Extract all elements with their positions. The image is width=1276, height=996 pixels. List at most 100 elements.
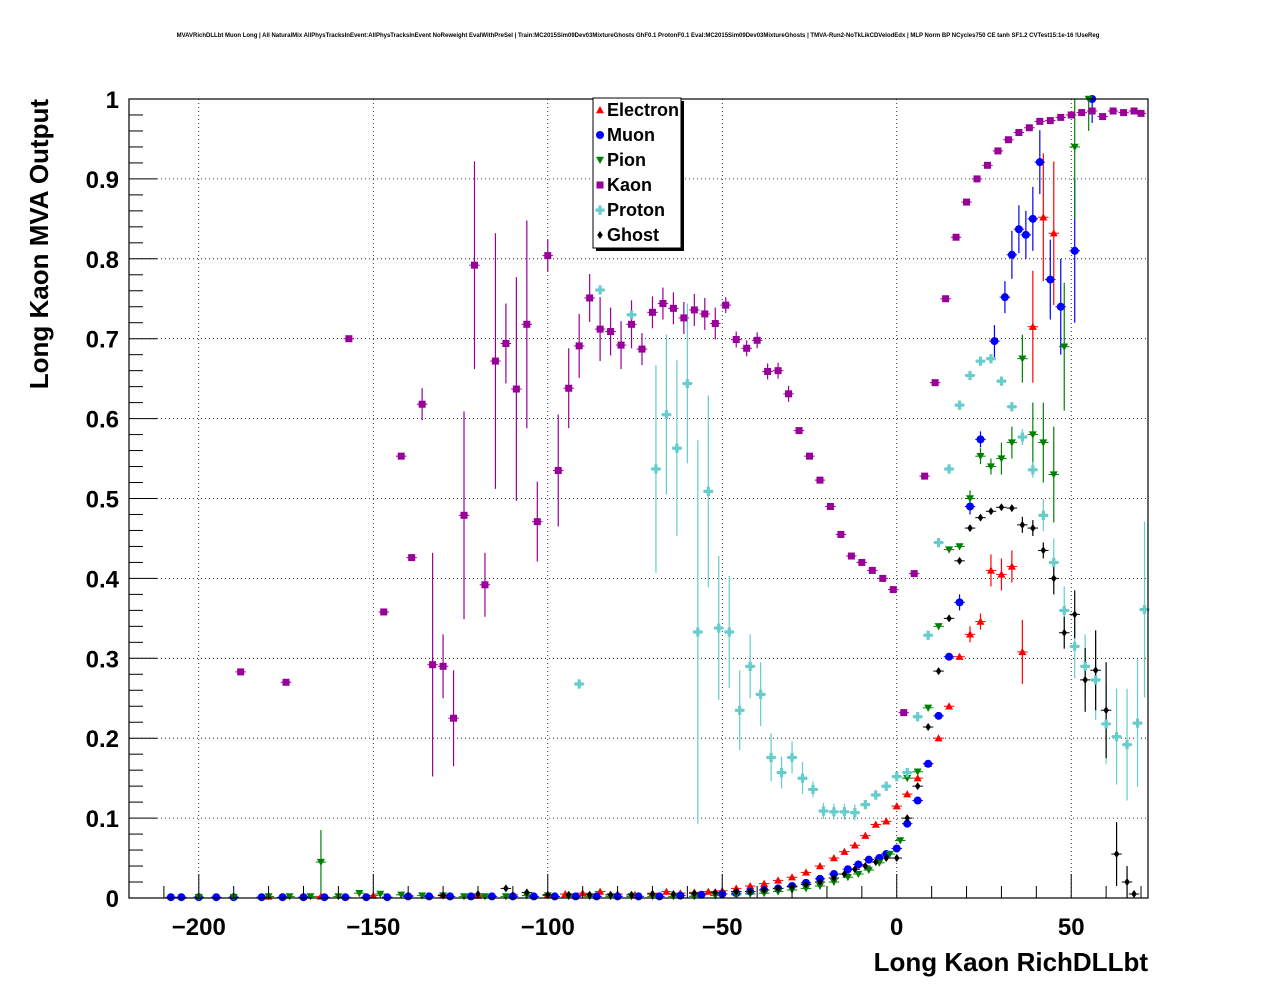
pion-point bbox=[1028, 431, 1037, 439]
kaon-point bbox=[983, 161, 991, 169]
kaon-point bbox=[669, 304, 677, 312]
ghost-point bbox=[852, 865, 858, 874]
electron-point bbox=[774, 876, 783, 884]
kaon-point bbox=[544, 252, 552, 260]
electron-point bbox=[746, 882, 755, 890]
ghost-point bbox=[1092, 666, 1099, 675]
pion-point bbox=[802, 885, 811, 893]
chart-title: MVAVRichDLLbt Muon Long | All NaturalMix… bbox=[176, 33, 1100, 39]
muon-point bbox=[1056, 302, 1065, 311]
ghost-point bbox=[628, 890, 635, 899]
muon-point bbox=[320, 893, 329, 902]
pion-point bbox=[945, 546, 954, 554]
proton-point bbox=[1070, 641, 1080, 652]
proton-point bbox=[724, 627, 734, 637]
kaon-point bbox=[1015, 129, 1023, 137]
muon-point bbox=[976, 435, 985, 444]
kaon-point bbox=[628, 320, 636, 328]
proton-point bbox=[1007, 402, 1017, 412]
legend-marker-pion bbox=[596, 156, 604, 164]
kaon-point bbox=[837, 530, 845, 538]
ghost-point bbox=[977, 513, 984, 522]
electron-point bbox=[1018, 647, 1027, 656]
proton-point bbox=[735, 705, 745, 715]
proton-point bbox=[1132, 718, 1143, 728]
proton-point bbox=[818, 806, 829, 816]
ghost-point bbox=[1030, 524, 1036, 533]
kaon-point bbox=[753, 336, 761, 344]
pion-point bbox=[480, 893, 489, 901]
kaon-point bbox=[858, 558, 866, 566]
muon-point bbox=[955, 598, 964, 607]
legend-marker-proton bbox=[595, 205, 605, 215]
proton-point bbox=[1080, 661, 1090, 671]
ghost-point bbox=[1113, 850, 1120, 859]
ghost-point bbox=[524, 888, 530, 897]
legend-label-kaon: Kaon bbox=[607, 175, 652, 195]
ghost-point bbox=[1009, 504, 1015, 513]
kaon-point bbox=[711, 320, 719, 328]
kaon-point bbox=[1067, 111, 1075, 119]
muon-point bbox=[1046, 275, 1055, 284]
kaon-point bbox=[1130, 107, 1138, 115]
electron-point bbox=[850, 841, 859, 849]
proton-point bbox=[892, 772, 902, 782]
muon-point bbox=[487, 892, 496, 901]
electron-point bbox=[829, 854, 838, 862]
muon-point bbox=[383, 893, 392, 902]
ghost-point bbox=[904, 814, 911, 823]
muon-point bbox=[362, 893, 371, 902]
ghost-point bbox=[946, 614, 952, 623]
proton-point bbox=[745, 661, 755, 671]
kaon-point bbox=[774, 367, 782, 375]
kaon-point bbox=[1109, 107, 1117, 115]
kaon-point bbox=[680, 314, 688, 322]
kaon-point bbox=[805, 452, 813, 460]
proton-point bbox=[881, 781, 891, 791]
electron-point bbox=[1049, 229, 1058, 237]
muon-point bbox=[1014, 225, 1023, 234]
pion-point bbox=[997, 455, 1006, 463]
pion-point bbox=[1007, 439, 1016, 447]
ghost-point bbox=[817, 878, 823, 887]
y-tick-label: 0 bbox=[106, 886, 119, 913]
ghost-point bbox=[712, 888, 719, 897]
x-tick-label: −150 bbox=[346, 914, 400, 941]
ghost-point bbox=[565, 890, 572, 899]
proton-point bbox=[1028, 465, 1038, 475]
proton-point bbox=[672, 443, 682, 453]
proton-point bbox=[923, 630, 933, 640]
kaon-point bbox=[764, 367, 772, 375]
legend: Electron Muon Pion Kaon Proton Ghost bbox=[592, 97, 684, 251]
ghost-point bbox=[873, 858, 879, 867]
pion-point bbox=[285, 893, 294, 901]
electron-point bbox=[892, 802, 901, 810]
pion-point bbox=[986, 463, 995, 471]
kaon-point bbox=[575, 342, 583, 350]
muon-point bbox=[913, 796, 922, 805]
proton-point bbox=[871, 790, 881, 800]
ghost-point bbox=[503, 884, 509, 893]
kaon-point bbox=[1088, 107, 1096, 115]
kaon-point bbox=[450, 714, 458, 722]
ghost-point bbox=[1124, 878, 1130, 887]
proton-point bbox=[902, 768, 912, 778]
kaon-point bbox=[491, 357, 499, 365]
kaon-point bbox=[648, 308, 656, 316]
electron-point bbox=[882, 817, 891, 825]
electron-point bbox=[945, 702, 954, 710]
kaon-point bbox=[690, 306, 698, 314]
muon-point bbox=[466, 892, 475, 901]
electron-point bbox=[788, 873, 797, 881]
muon-point bbox=[1000, 293, 1009, 302]
ghost-point bbox=[914, 782, 921, 791]
y-tick-label: 0.6 bbox=[86, 407, 119, 434]
electron-point bbox=[997, 570, 1006, 578]
muon-point bbox=[257, 893, 266, 902]
ghost-point bbox=[1040, 546, 1047, 555]
proton-point bbox=[1111, 732, 1122, 742]
electron-point bbox=[976, 617, 985, 625]
legend-label-ghost: Ghost bbox=[607, 225, 659, 245]
electron-point bbox=[1028, 322, 1037, 330]
